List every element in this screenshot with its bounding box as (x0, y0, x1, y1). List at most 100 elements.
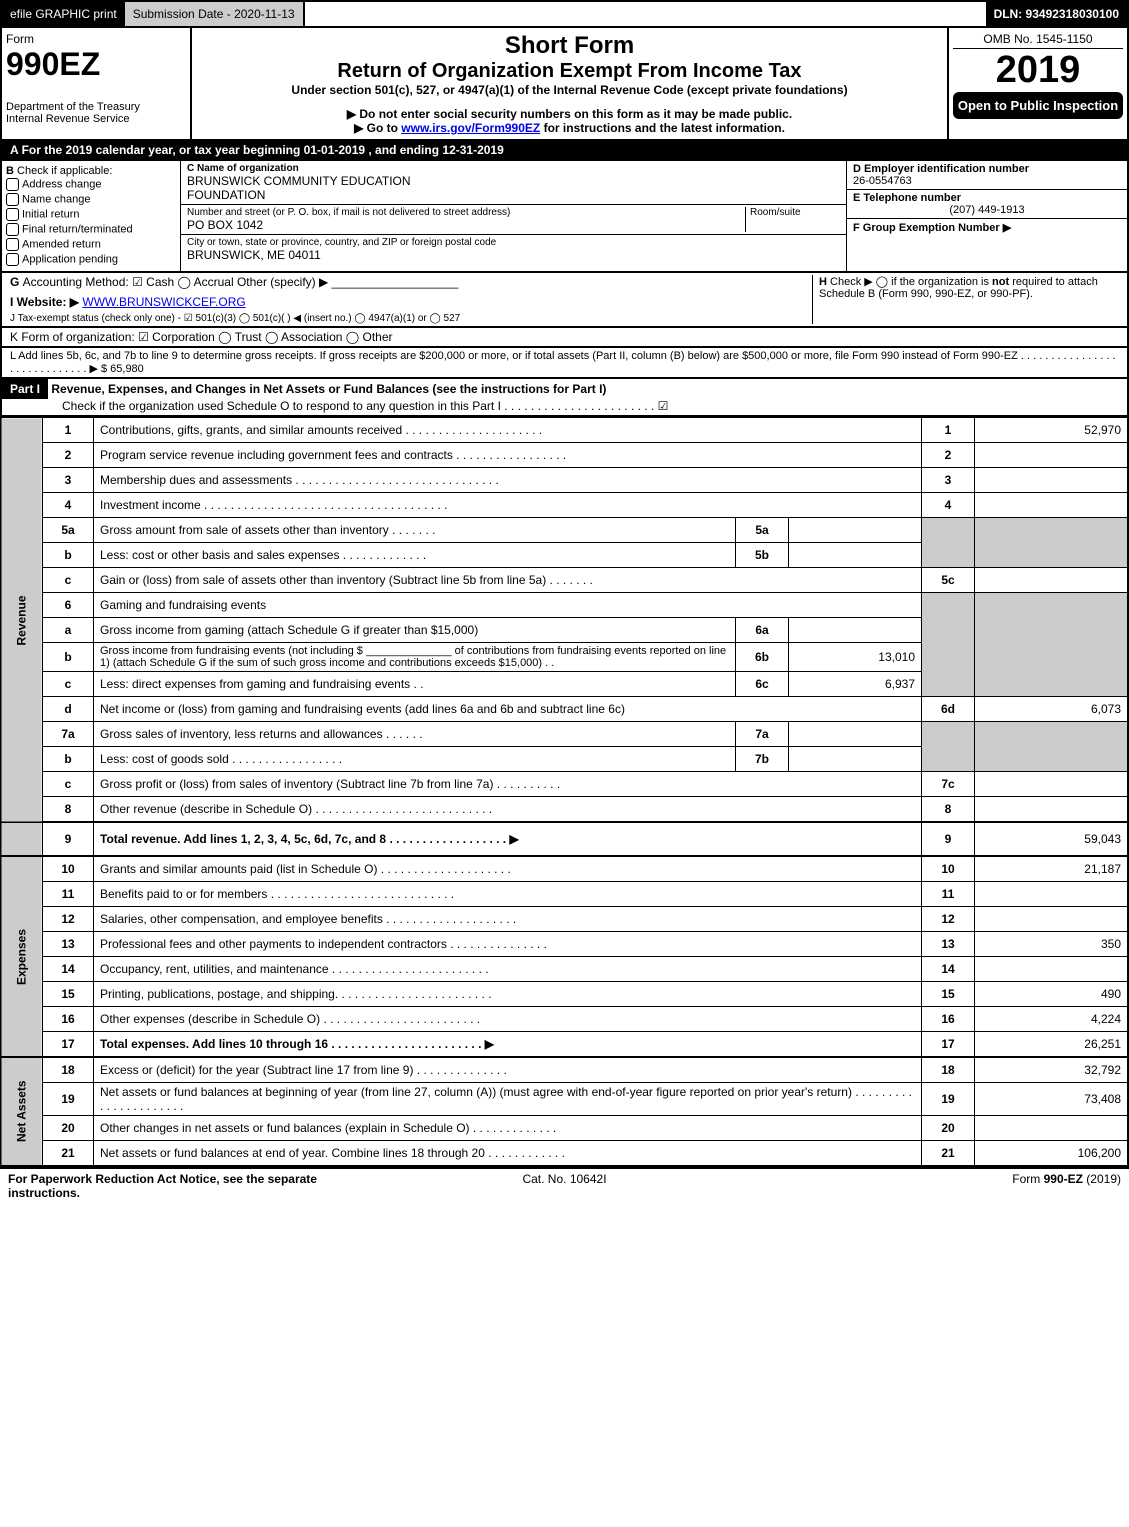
box-8: 8 (922, 797, 975, 823)
lineno-13: 13 (43, 932, 94, 957)
sub-5b: 5b (736, 543, 789, 568)
box-d-label: D Employer identification number (853, 163, 1029, 175)
lineno-10: 10 (43, 856, 94, 882)
box-14: 14 (922, 957, 975, 982)
section-expenses: Expenses (1, 856, 43, 1057)
box-16: 16 (922, 1007, 975, 1032)
part-1-title: Revenue, Expenses, and Changes in Net As… (51, 382, 606, 396)
box-2: 2 (922, 443, 975, 468)
subamt-5b (789, 543, 922, 568)
lineno-19: 19 (43, 1083, 94, 1116)
subamt-6b: 13,010 (789, 643, 922, 672)
line-a-period: A For the 2019 calendar year, or tax yea… (0, 141, 1129, 161)
lineno-6c: c (43, 672, 94, 697)
amt-19: 73,408 (975, 1083, 1129, 1116)
irs-link[interactable]: www.irs.gov/Form990EZ (401, 121, 540, 135)
room-suite: Room/suite (745, 207, 840, 232)
amt-8 (975, 797, 1129, 823)
open-public-inspection: Open to Public Inspection (953, 92, 1123, 119)
gray-6 (922, 593, 975, 697)
city-label: City or town, state or province, country… (187, 237, 840, 248)
part-1-label: Part I (2, 379, 48, 399)
desc-11: Benefits paid to or for members . . . . … (94, 882, 922, 907)
desc-18: Excess or (deficit) for the year (Subtra… (94, 1057, 922, 1083)
box-18: 18 (922, 1057, 975, 1083)
gray-5 (922, 518, 975, 568)
website-link[interactable]: WWW.BRUNSWICKCEF.ORG (82, 295, 245, 309)
box-b: B Check if applicable: Address change Na… (2, 161, 181, 271)
box-5c: 5c (922, 568, 975, 593)
amt-3 (975, 468, 1129, 493)
box-6d: 6d (922, 697, 975, 722)
desc-12: Salaries, other compensation, and employ… (94, 907, 922, 932)
gray-amt-5 (975, 518, 1129, 568)
amt-20 (975, 1116, 1129, 1141)
amt-10: 21,187 (975, 856, 1129, 882)
subtitle: Under section 501(c), 527, or 4947(a)(1)… (202, 83, 937, 97)
efile-print[interactable]: efile GRAPHIC print (2, 2, 125, 26)
sub-7a: 7a (736, 722, 789, 747)
desc-5c: Gain or (loss) from sale of assets other… (94, 568, 922, 593)
website-label: I Website: ▶ (10, 295, 79, 309)
desc-3: Membership dues and assessments . . . . … (94, 468, 922, 493)
tax-year: 2019 (953, 49, 1123, 92)
footer-right: Form 990-EZ (2019) (750, 1172, 1121, 1200)
lineno-15: 15 (43, 982, 94, 1007)
lineno-20: 20 (43, 1116, 94, 1141)
cb-initial-return[interactable]: Initial return (22, 208, 79, 220)
lineno-1: 1 (43, 418, 94, 443)
box-b-label: Check if applicable: (17, 165, 112, 177)
box-17: 17 (922, 1032, 975, 1058)
note-goto-pre: ▶ Go to (354, 121, 401, 135)
form-header: Form 990EZ Department of the Treasury In… (0, 28, 1129, 141)
box-15: 15 (922, 982, 975, 1007)
desc-21: Net assets or fund balances at end of ye… (94, 1141, 922, 1167)
footer-left: For Paperwork Reduction Act Notice, see … (8, 1172, 379, 1200)
period-text: For the 2019 calendar year, or tax year … (22, 143, 504, 157)
lineno-2: 2 (43, 443, 94, 468)
lineno-17: 17 (43, 1032, 94, 1058)
org-name-1: BRUNSWICK COMMUNITY EDUCATION (187, 174, 840, 188)
section-netassets: Net Assets (1, 1057, 43, 1166)
desc-7c: Gross profit or (loss) from sales of inv… (94, 772, 922, 797)
desc-19: Net assets or fund balances at beginning… (94, 1083, 922, 1116)
dln-label: DLN: 93492318030100 (986, 2, 1127, 26)
amt-2 (975, 443, 1129, 468)
amt-14 (975, 957, 1129, 982)
cb-name-change[interactable]: Name change (22, 193, 91, 205)
omb-number: OMB No. 1545-1150 (953, 32, 1123, 49)
form-number: 990EZ (6, 46, 186, 83)
lineno-16: 16 (43, 1007, 94, 1032)
sub-6c: 6c (736, 672, 789, 697)
dept-irs: Internal Revenue Service (6, 113, 186, 125)
amt-11 (975, 882, 1129, 907)
org-address: PO BOX 1042 (187, 218, 745, 232)
desc-8: Other revenue (describe in Schedule O) .… (94, 797, 922, 823)
line-l: L Add lines 5b, 6c, and 7b to line 9 to … (0, 348, 1129, 379)
desc-7a: Gross sales of inventory, less returns a… (94, 722, 736, 747)
box-e-label: E Telephone number (853, 192, 961, 204)
cb-amended-return[interactable]: Amended return (22, 238, 101, 250)
title-short-form: Short Form (202, 32, 937, 60)
lineno-5a: 5a (43, 518, 94, 543)
box-21: 21 (922, 1141, 975, 1167)
box-c-label: C Name of organization (187, 163, 299, 174)
note-goto-post: for instructions and the latest informat… (544, 121, 785, 135)
subamt-7b (789, 747, 922, 772)
section-revenue: Revenue (1, 418, 43, 823)
box-4: 4 (922, 493, 975, 518)
desc-9: Total revenue. Add lines 1, 2, 3, 4, 5c,… (94, 822, 922, 856)
sub-5a: 5a (736, 518, 789, 543)
desc-6a: Gross income from gaming (attach Schedul… (94, 618, 736, 643)
lineno-4: 4 (43, 493, 94, 518)
cb-address-change[interactable]: Address change (22, 178, 102, 190)
desc-1: Contributions, gifts, grants, and simila… (94, 418, 922, 443)
addr-label: Number and street (or P. O. box, if mail… (187, 207, 745, 218)
box-9: 9 (922, 822, 975, 856)
box-12: 12 (922, 907, 975, 932)
subamt-7a (789, 722, 922, 747)
cb-final-return[interactable]: Final return/terminated (22, 223, 133, 235)
box-f-label: F Group Exemption Number ▶ (853, 222, 1011, 234)
org-city: BRUNSWICK, ME 04011 (187, 248, 840, 262)
cb-application-pending[interactable]: Application pending (22, 253, 118, 265)
